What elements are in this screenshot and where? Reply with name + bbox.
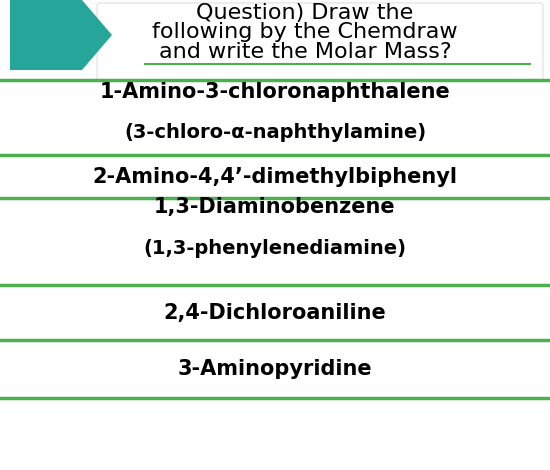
Text: (3-chloro-α-naphthylamine): (3-chloro-α-naphthylamine)	[124, 123, 426, 141]
Polygon shape	[0, 0, 10, 70]
Text: 3-Aminopyridine: 3-Aminopyridine	[178, 359, 372, 379]
Text: Question) Draw the: Question) Draw the	[196, 3, 414, 23]
Bar	[0, 80, 550, 155]
Bar	[0, 398, 550, 470]
Bar	[0, 155, 550, 198]
Text: and write the Molar Mass?: and write the Molar Mass?	[159, 42, 452, 62]
Bar	[0, 198, 550, 285]
FancyBboxPatch shape	[97, 3, 543, 81]
Text: 1-Amino-3-chloronaphthalene: 1-Amino-3-chloronaphthalene	[100, 82, 450, 102]
Text: 2,4-Dichloroaniline: 2,4-Dichloroaniline	[164, 303, 386, 323]
Text: (1,3-phenylenediamine): (1,3-phenylenediamine)	[144, 238, 406, 258]
Text: 1,3-Diaminobenzene: 1,3-Diaminobenzene	[154, 197, 396, 217]
Polygon shape	[10, 0, 112, 70]
Bar	[0, 340, 550, 398]
Text: 2-Amino-4,4’-dimethylbiphenyl: 2-Amino-4,4’-dimethylbiphenyl	[92, 167, 458, 187]
Text: following by the Chemdraw: following by the Chemdraw	[152, 22, 458, 42]
Bar	[0, 285, 550, 340]
